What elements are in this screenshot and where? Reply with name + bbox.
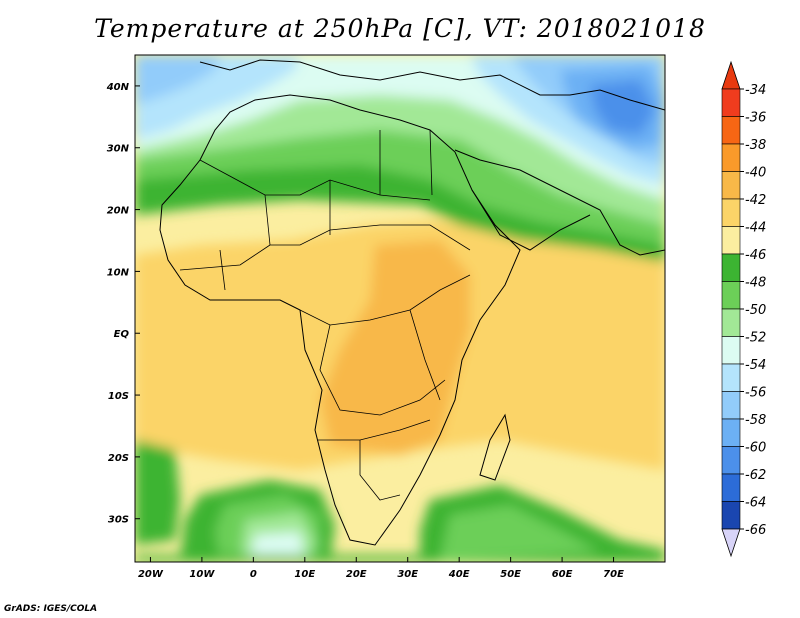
lat-tick-label: 10N (107, 267, 130, 278)
lon-tick-label: 70E (603, 569, 624, 580)
colorbar-label: -36 (745, 111, 766, 126)
colorbar-label: -54 (745, 358, 766, 373)
colorbar-label: -52 (745, 331, 766, 346)
colorbar-label: -46 (745, 248, 766, 263)
lon-tick-label: 20E (346, 569, 367, 580)
lat-tick-label: 20S (108, 453, 129, 464)
colorbar-swatch (721, 446, 741, 475)
colorbar-label: -34 (745, 83, 766, 98)
colorbar-swatch (721, 501, 741, 530)
colorbar: -34 -36 -38 -40 -42 -44 -46 -48 -50 -52 -54 -56 -58 -… (721, 60, 766, 558)
lon-tick-label: 60E (552, 569, 573, 580)
lat-tick-label: 30S (108, 515, 129, 526)
lon-tick-label: 0 (250, 569, 257, 580)
plot-frame (134, 54, 666, 563)
colorbar-label: -44 (745, 221, 766, 236)
colorbar-label: -50 (745, 303, 766, 318)
colorbar-bottom-arrow (721, 528, 741, 558)
colorbar-label: -42 (745, 193, 766, 208)
lat-tick-label: 20N (107, 206, 130, 217)
lat-tick-label: 30N (107, 144, 130, 155)
colorbar-swatch (721, 308, 741, 337)
colorbar-swatch (721, 143, 741, 172)
lon-tick-label: 40E (448, 569, 470, 580)
longitude-axis: 20W 10W 0 10E 20E 30E 40E 50E 60E 70E (138, 557, 624, 580)
colorbar-label: -60 (745, 441, 766, 456)
lon-tick-label: 30E (397, 569, 418, 580)
lat-tick-label: EQ (114, 329, 130, 340)
lon-tick-label: 50E (500, 569, 521, 580)
latitude-axis: 40N 30N 20N 10N EQ 10S 20S 30S (106, 82, 140, 526)
colorbar-label: -62 (745, 468, 766, 483)
colorbar-swatch (721, 116, 741, 145)
colorbar-swatch (721, 253, 741, 282)
lon-tick-label: 10E (294, 569, 315, 580)
colorbar-swatch (721, 226, 741, 255)
colorbar-label: -40 (745, 166, 766, 181)
colorbar-swatch (721, 418, 741, 447)
colorbar-label: -48 (745, 276, 766, 291)
map-title: Temperature at 250hPa [C], VT: 201802101… (94, 14, 706, 43)
country-borders (179, 129, 471, 501)
colorbar-swatch (721, 363, 741, 392)
colorbar-swatch (721, 391, 741, 420)
colorbar-label: -64 (745, 496, 766, 511)
credit-text: GrADS: IGES/COLA (4, 604, 98, 614)
colorbar-swatch (721, 171, 741, 200)
colorbar-label: -58 (745, 413, 766, 428)
colorbar-swatch (721, 336, 741, 365)
colorbar-label: -56 (745, 386, 766, 401)
lon-tick-label: 20W (138, 569, 164, 580)
colorbar-swatch (721, 198, 741, 227)
colorbar-swatch (721, 473, 741, 502)
lon-tick-label: 10W (189, 569, 215, 580)
colorbar-label: -66 (745, 523, 766, 538)
lat-tick-label: 10S (108, 391, 129, 402)
colorbar-top-arrow (721, 60, 741, 90)
colorbar-label: -38 (745, 138, 766, 153)
colorbar-swatch (721, 281, 741, 310)
colorbar-swatch (721, 88, 741, 117)
lat-tick-label: 40N (106, 82, 130, 93)
